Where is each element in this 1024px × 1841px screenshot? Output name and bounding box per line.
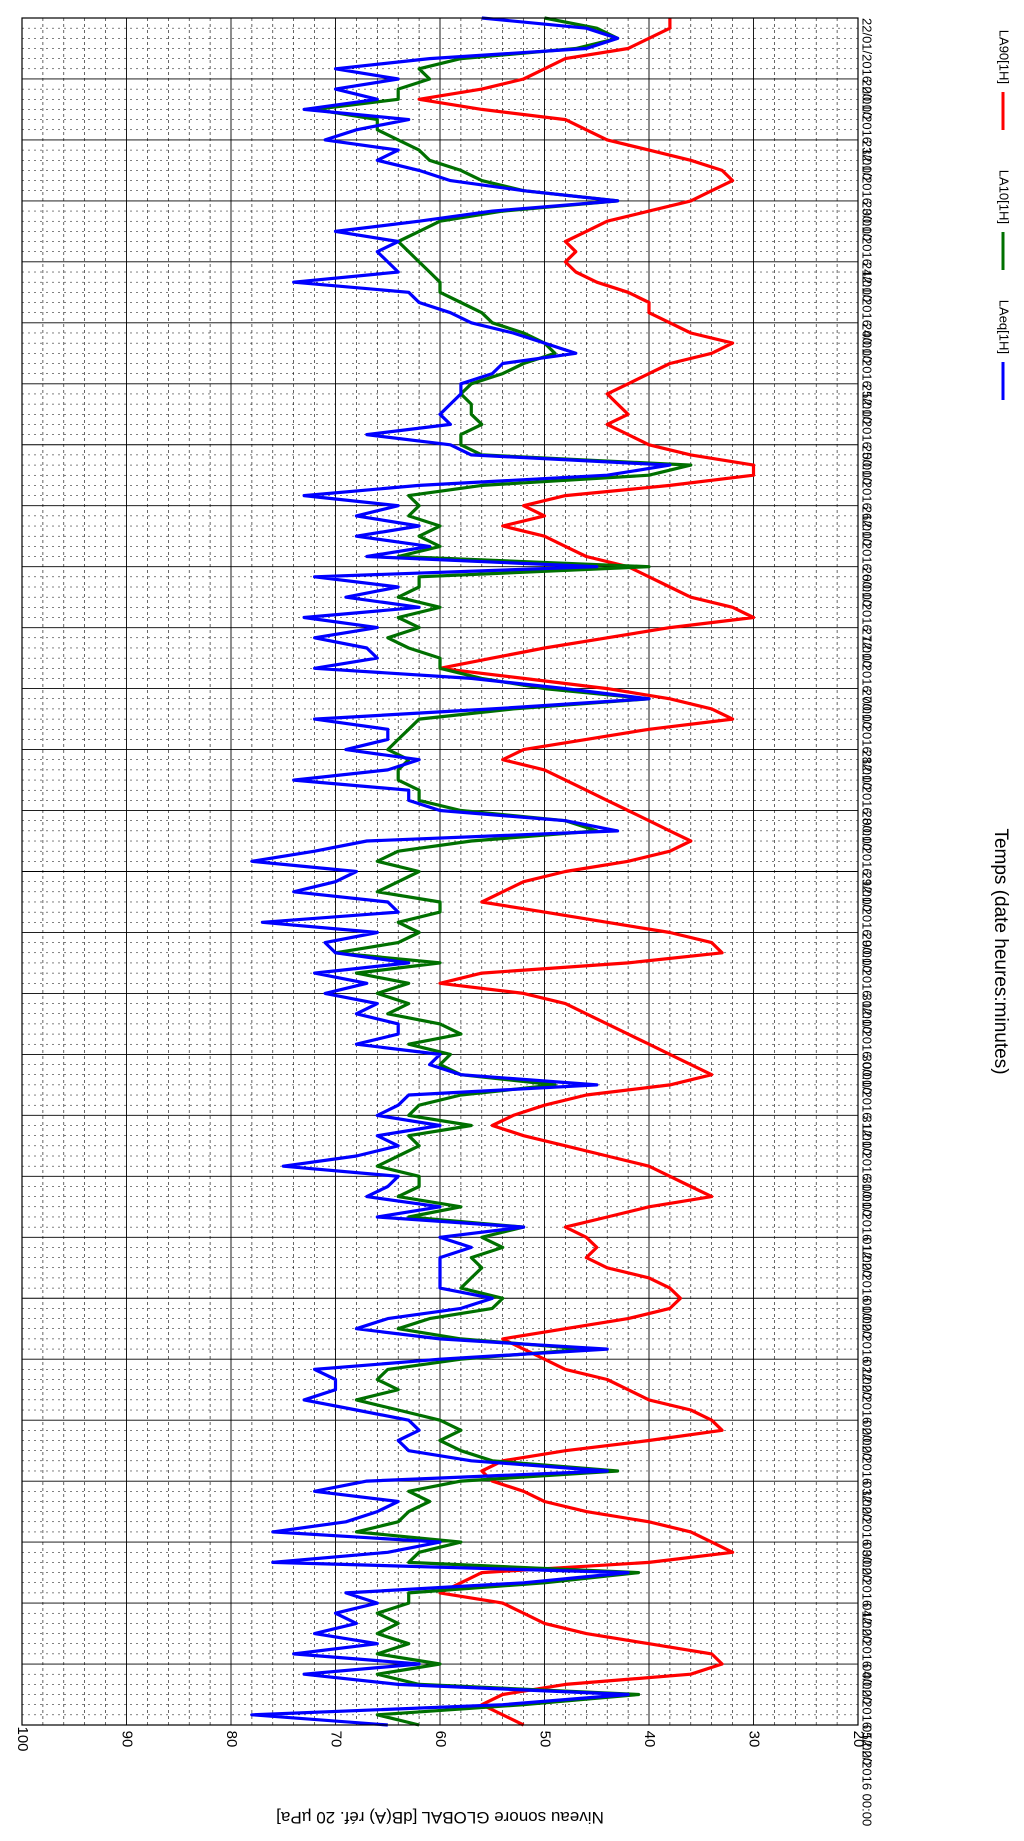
y-tick-label: 90 (119, 1731, 136, 1748)
x-tick-label: 24/01/2016 00:00 (860, 262, 875, 363)
x-tick-label: 23/01/2016 12:00 (860, 201, 875, 302)
y-tick-label: 80 (223, 1731, 240, 1748)
y-tick-label: 50 (537, 1731, 554, 1748)
plot-frame (21, 17, 859, 1726)
x-tick-label: 04/02/2016 12:00 (860, 1664, 875, 1765)
legend-label: LAeq[1H] (997, 300, 1012, 354)
series-line-LA10[1H] (313, 16, 693, 1727)
x-tick-label: 28/01/2016 12:00 (860, 811, 875, 912)
legend: LAeq[1H] LA10[1H] LA90[1H] (997, 30, 1012, 400)
x-tick-label: 29/01/2016 00:00 (860, 872, 875, 973)
x-tick-label: 31/01/2016 00:00 (860, 1115, 875, 1216)
x-tick-label: 02/02/2016 00:00 (860, 1359, 875, 1460)
x-tick-label: 26/01/2016 00:00 (860, 506, 875, 607)
x-tick-label: 22/01/2016 00:00 (860, 18, 875, 119)
series-line-LAeq[1H] (250, 16, 672, 1727)
x-axis-label: Temps (date heures:minutes) (990, 828, 1011, 1074)
x-tick-label: 23/01/2016 00:00 (860, 140, 875, 241)
x-tick-label: 01/02/2016 00:00 (860, 1237, 875, 1338)
x-tick-label: 31/01/2016 12:00 (860, 1176, 875, 1277)
x-tick-label: 26/01/2016 12:00 (860, 567, 875, 668)
x-tick-label: 27/01/2016 12:00 (860, 689, 875, 790)
y-axis-label: Niveau sonore GLOBAL [dB(A) réf. 20 µPa] (276, 1808, 604, 1827)
x-tick-label: 30/01/2016 12:00 (860, 1054, 875, 1155)
x-tick-label: 04/02/2016 00:00 (860, 1603, 875, 1704)
y-tick-label: 20 (850, 1731, 867, 1748)
y-tick-label: 70 (328, 1731, 345, 1748)
legend-label: LA90[1H] (997, 30, 1012, 84)
x-tick-label: 27/01/2016 00:00 (860, 628, 875, 729)
x-tick-label: 24/01/2016 12:00 (860, 323, 875, 424)
x-tick-label: 29/01/2016 12:00 (860, 932, 875, 1033)
y-tick-label: 40 (641, 1731, 658, 1748)
y-tick-labels: 20 30 40 50 60 70 80 90 100 (14, 1726, 867, 1751)
series-lines (250, 16, 756, 1727)
x-tick-label: 30/01/2016 00:00 (860, 993, 875, 1094)
major-gridlines (21, 17, 859, 1726)
y-tick-label: 30 (746, 1731, 763, 1748)
x-tick-label: 05/02/2016 00:00 (860, 1725, 875, 1826)
x-tick-label: 01/02/2016 12:00 (860, 1298, 875, 1399)
x-tick-label: 25/01/2016 12:00 (860, 445, 875, 546)
y-tick-label: 100 (14, 1726, 31, 1751)
x-tick-label: 03/02/2016 00:00 (860, 1481, 875, 1582)
series-line-LA90[1H] (417, 18, 756, 1727)
x-tick-label: 03/02/2016 12:00 (860, 1542, 875, 1643)
x-tick-label: 22/01/2016 12:00 (860, 79, 875, 180)
legend-label: LA10[1H] (997, 170, 1012, 224)
x-tick-label: 02/02/2016 12:00 (860, 1420, 875, 1521)
y-tick-label: 60 (432, 1731, 449, 1748)
x-tick-label: 25/01/2016 00:00 (860, 384, 875, 485)
x-tick-label: 28/01/2016 00:00 (860, 750, 875, 851)
